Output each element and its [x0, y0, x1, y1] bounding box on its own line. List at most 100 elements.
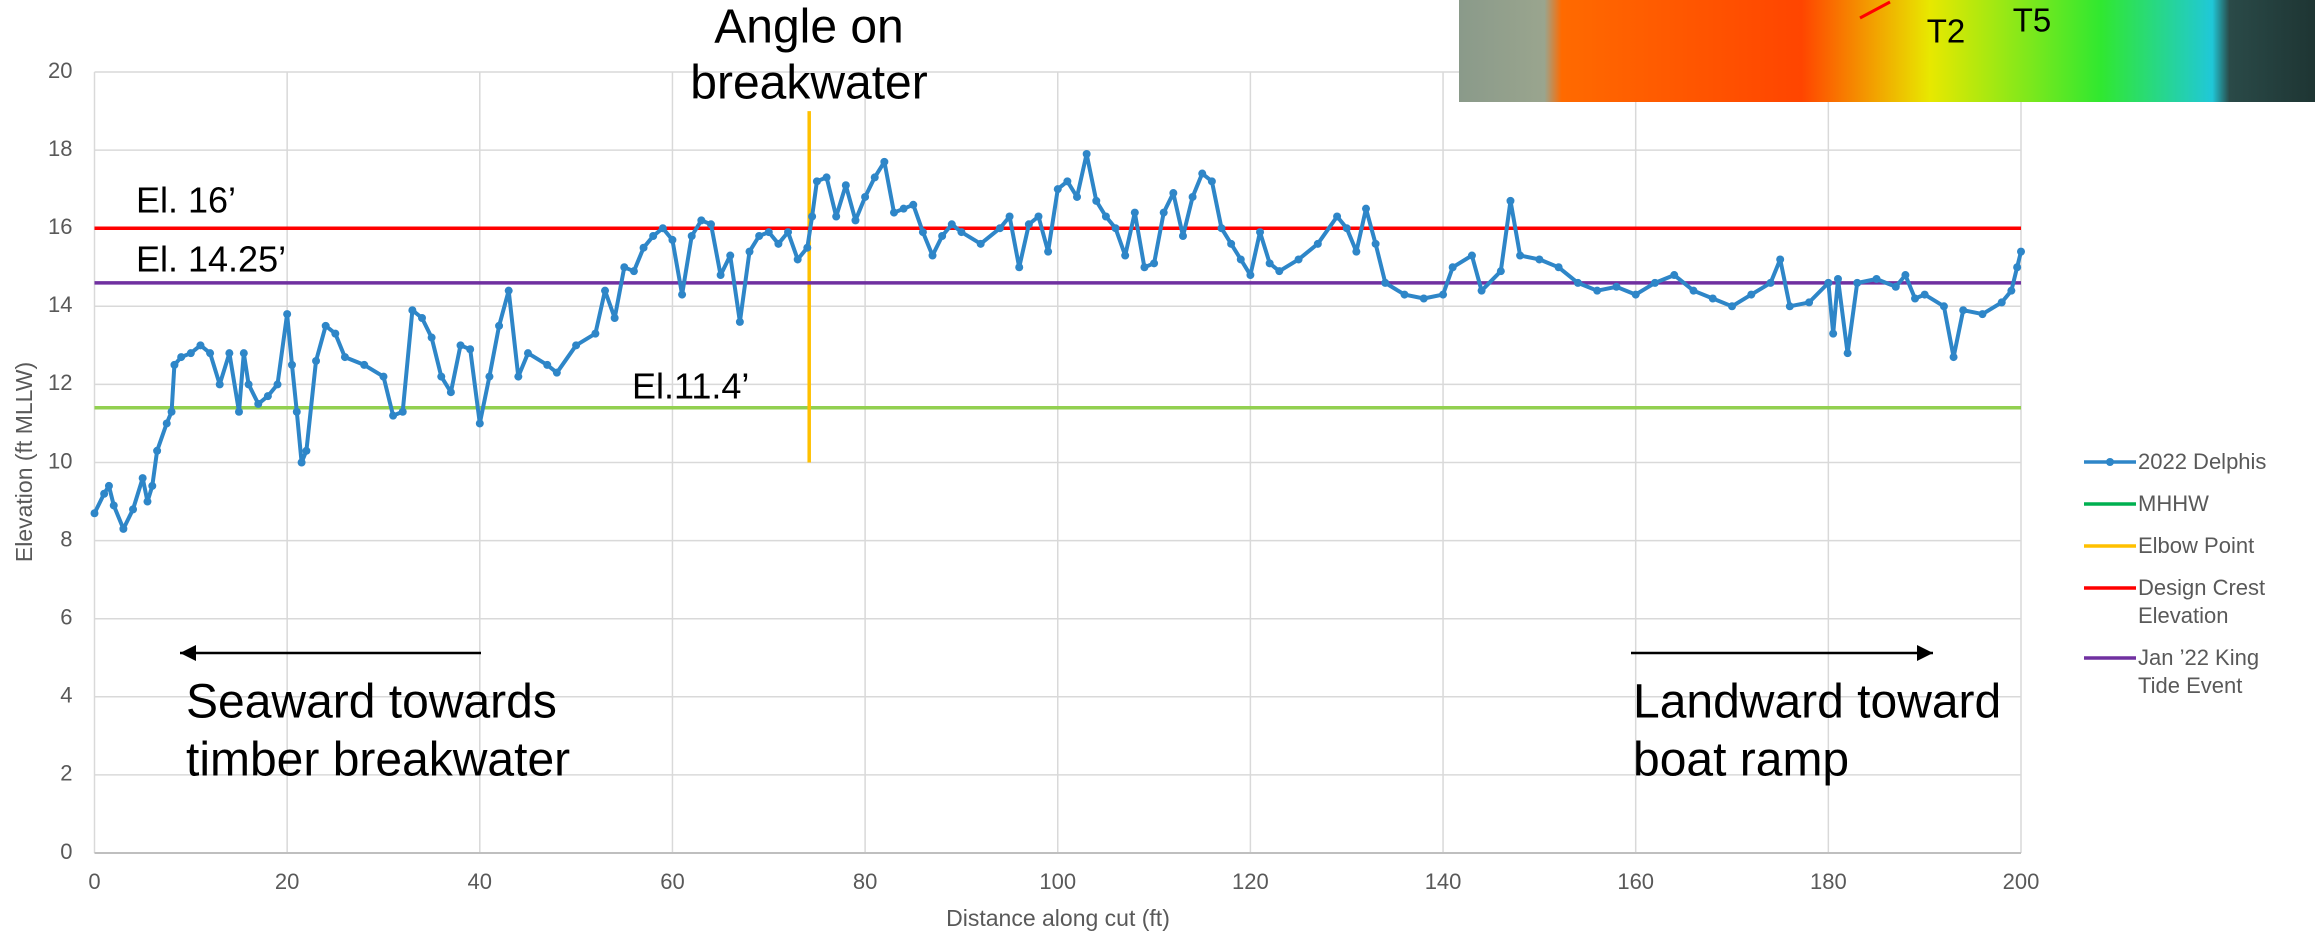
- data-point: [143, 497, 152, 506]
- data-point: [1631, 290, 1640, 299]
- data-point: [793, 255, 802, 264]
- data-point: [1313, 239, 1322, 248]
- data-point: [899, 204, 908, 213]
- y-tick-label: 14: [48, 292, 72, 317]
- annotation: Seaward towards: [186, 676, 557, 729]
- data-point: [1728, 302, 1737, 311]
- annotation: Landward toward: [1633, 676, 2001, 729]
- data-point: [1227, 239, 1236, 248]
- data-point: [1265, 259, 1274, 268]
- legend: 2022 Delphis MHHW Elbow Point Design Crest …: [2082, 448, 2315, 714]
- y-tick-label: 4: [60, 683, 72, 708]
- map-label: T5: [2013, 2, 2052, 39]
- data-point: [1053, 185, 1062, 194]
- data-point: [1920, 290, 1929, 299]
- data-point: [1034, 212, 1043, 221]
- data-point: [1573, 278, 1582, 287]
- data-point: [1708, 294, 1717, 303]
- legend-item: Elbow Point: [2082, 532, 2315, 560]
- data-point: [1785, 302, 1794, 311]
- data-point: [287, 360, 296, 369]
- y-tick-label: 8: [60, 526, 72, 551]
- data-point: [803, 243, 812, 252]
- data-point: [427, 333, 436, 342]
- x-tick-label: 40: [468, 869, 492, 894]
- data-point: [254, 399, 263, 408]
- data-point: [784, 228, 793, 237]
- x-tick-label: 0: [88, 869, 100, 894]
- data-point: [1207, 177, 1216, 186]
- x-tick-label: 180: [1810, 869, 1847, 894]
- data-point: [601, 286, 610, 295]
- data-point: [148, 481, 157, 490]
- data-point: [1352, 247, 1361, 256]
- data-point: [552, 368, 561, 377]
- data-point: [1246, 271, 1255, 280]
- legend-item: MHHW: [2082, 490, 2315, 518]
- legend-item: 2022 Delphis: [2082, 448, 2315, 476]
- data-point: [514, 372, 523, 381]
- legend-label: Jan ’22 King Tide Event: [2138, 645, 2260, 698]
- data-point: [1829, 329, 1838, 338]
- data-point: [119, 524, 128, 533]
- data-point: [1092, 196, 1101, 205]
- data-point: [808, 212, 817, 221]
- data-point: [398, 407, 407, 416]
- data-point: [938, 232, 947, 241]
- data-point: [1805, 298, 1814, 307]
- data-point: [1111, 224, 1120, 233]
- data-point: [543, 360, 552, 369]
- map-inset: [1459, 0, 2315, 102]
- data-point: [1997, 298, 2006, 307]
- data-point: [331, 329, 340, 338]
- legend-swatch: [2084, 458, 2136, 466]
- data-point: [1496, 267, 1505, 276]
- data-point: [100, 489, 109, 498]
- data-point: [1419, 294, 1428, 303]
- data-point: [283, 310, 292, 319]
- legend-label: 2022 Delphis: [2138, 449, 2267, 474]
- data-point: [745, 247, 754, 256]
- annotation: breakwater: [690, 57, 927, 110]
- data-point: [889, 208, 898, 217]
- map-label: T2: [1927, 13, 1966, 50]
- data-point: [1939, 302, 1948, 311]
- legend-item: Jan ’22 King Tide Event: [2082, 644, 2315, 700]
- y-tick-label: 18: [48, 136, 72, 161]
- data-point: [870, 173, 879, 182]
- data-point: [495, 321, 504, 330]
- data-point: [1853, 278, 1862, 287]
- data-point: [1833, 274, 1842, 283]
- data-point: [446, 388, 455, 397]
- data-point: [1024, 220, 1033, 229]
- data-point: [1198, 169, 1207, 178]
- annotation: El.11.4’: [632, 366, 749, 407]
- data-point: [1554, 263, 1563, 272]
- data-point: [206, 349, 215, 358]
- annotation: Angle on: [714, 1, 904, 54]
- data-point: [389, 411, 398, 420]
- data-point: [1670, 271, 1679, 280]
- data-point: [418, 314, 427, 323]
- data-point: [273, 380, 282, 389]
- legend-marker: [2106, 458, 2114, 466]
- x-tick-label: 200: [2003, 869, 2040, 894]
- data-point: [1978, 310, 1987, 319]
- data-point: [1333, 212, 1342, 221]
- data-point: [1169, 189, 1178, 198]
- x-tick-label: 160: [1617, 869, 1654, 894]
- data-point: [735, 317, 744, 326]
- data-point: [340, 353, 349, 362]
- data-point: [1342, 224, 1351, 233]
- data-point: [177, 353, 186, 362]
- data-point: [572, 341, 581, 350]
- data-point: [379, 372, 388, 381]
- data-point: [2017, 247, 2025, 256]
- arrow-head: [180, 645, 196, 661]
- data-point: [1535, 255, 1544, 264]
- data-point: [437, 372, 446, 381]
- data-point: [1371, 239, 1380, 248]
- data-point: [1612, 282, 1621, 291]
- legend-swatch: [2084, 656, 2136, 660]
